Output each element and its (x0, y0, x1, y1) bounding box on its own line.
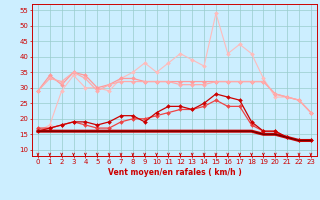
X-axis label: Vent moyen/en rafales ( km/h ): Vent moyen/en rafales ( km/h ) (108, 168, 241, 177)
